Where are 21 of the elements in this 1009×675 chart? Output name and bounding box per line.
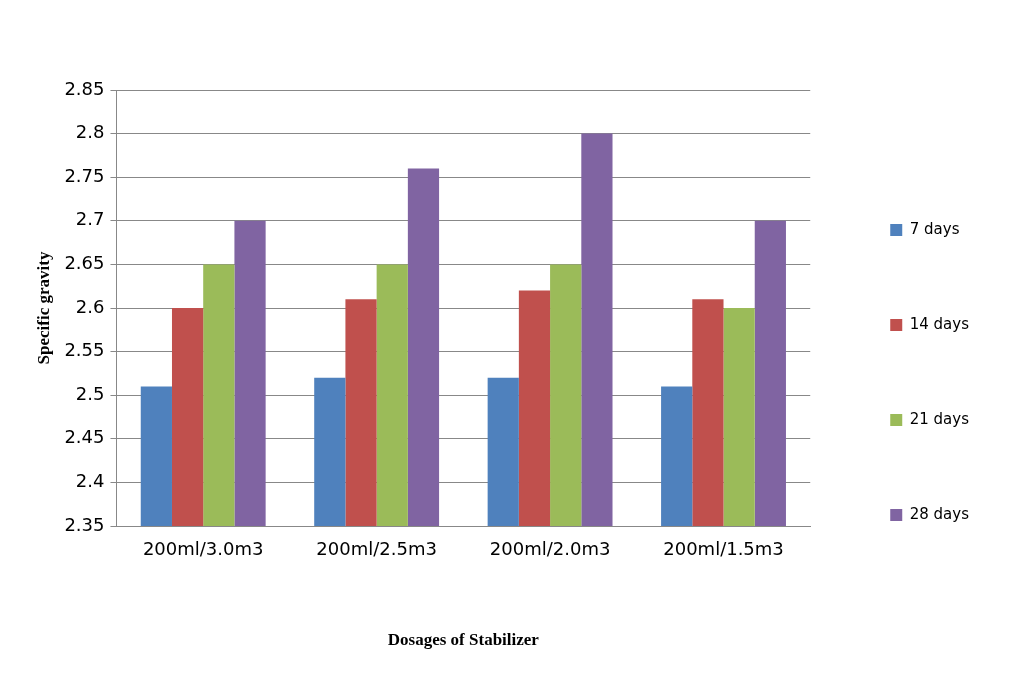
legend-label: 14 days [909,314,970,333]
y-tick-label: 2.5 [75,382,105,404]
x-tick-label: 200ml/1.5m3 [663,538,784,560]
x-tick-label: 200ml/2.0m3 [489,538,611,560]
legend-label: 7 days [909,219,960,238]
y-tick-label: 2.7 [75,208,105,230]
x-tick-label: 200ml/3.0m3 [142,538,264,560]
legend-label: 28 days [909,504,970,523]
y-tick-label: 2.85 [64,77,105,99]
y-tick-label: 2.65 [64,252,105,274]
y-tick-label: 2.35 [64,513,105,535]
y-tick-label: 2.45 [64,426,105,448]
y-tick-label: 2.8 [75,121,105,143]
x-tick-label: 200ml/2.5m3 [316,538,437,560]
y-tick-label: 2.55 [64,339,105,361]
y-tick-label: 2.75 [64,164,105,186]
y-tick-label: 2.4 [75,470,105,492]
x-axis-title: Dosages of Stabilizer [387,630,540,650]
legend-label: 21 days [909,409,970,428]
y-axis-title: Specific gravity [33,251,53,365]
y-tick-label: 2.6 [75,295,105,317]
